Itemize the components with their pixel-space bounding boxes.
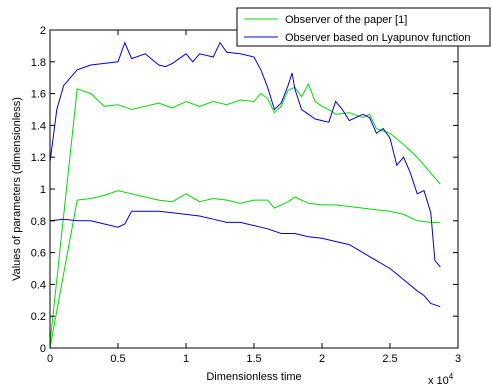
legend: Observer of the paper [1] Observer based… — [236, 7, 491, 47]
y-tick-label: 2 — [40, 25, 46, 37]
series-line-green-0 — [49, 82, 441, 344]
y-axis-label: Values of parameters (dimensionless) — [11, 97, 23, 281]
x-tick-label: 1.5 — [246, 353, 261, 365]
series-line-blue-0 — [49, 41, 441, 268]
x-tick-label: 3 — [455, 353, 461, 365]
legend-label-blue: Observer based on Lyapunov function — [285, 32, 471, 44]
x-tick-label: 1 — [183, 353, 189, 365]
x-axis-multiplier: x 104 — [428, 372, 454, 387]
x-axis-multiplier-base: x 10 — [428, 375, 449, 387]
y-tick-label: 0 — [40, 343, 46, 355]
y-tick-label: 0.6 — [31, 248, 46, 260]
x-axis-label: Dimensionless time — [206, 371, 301, 383]
legend-box — [236, 7, 491, 47]
y-tick-label: 0.2 — [31, 311, 46, 323]
y-tick-label: 1.8 — [31, 57, 46, 69]
plot-lines — [49, 41, 441, 349]
x-tick-label: 2 — [319, 353, 325, 365]
x-axis-multiplier-exponent: 4 — [449, 372, 454, 381]
x-tick-label: 0 — [47, 353, 53, 365]
y-axis: 0 0.2 0.4 0.6 0.8 1 1.2 1.4 1.6 1.8 2 — [31, 25, 458, 355]
series-line-green-1 — [49, 190, 441, 349]
y-tick-label: 1.6 — [31, 89, 46, 101]
y-tick-label: 0.4 — [31, 279, 46, 291]
legend-label-green: Observer of the paper [1] — [285, 14, 407, 26]
plot-background — [50, 30, 458, 348]
y-tick-label: 1.4 — [31, 120, 46, 132]
x-axis: 0 0.5 1 1.5 2 2.5 3 — [47, 30, 461, 365]
y-tick-label: 1.2 — [31, 152, 46, 164]
y-tick-label: 1 — [40, 184, 46, 196]
y-tick-label: 0.8 — [31, 216, 46, 228]
x-tick-label: 2.5 — [382, 353, 397, 365]
series-line-blue-1 — [49, 210, 441, 308]
x-tick-label: 0.5 — [110, 353, 125, 365]
